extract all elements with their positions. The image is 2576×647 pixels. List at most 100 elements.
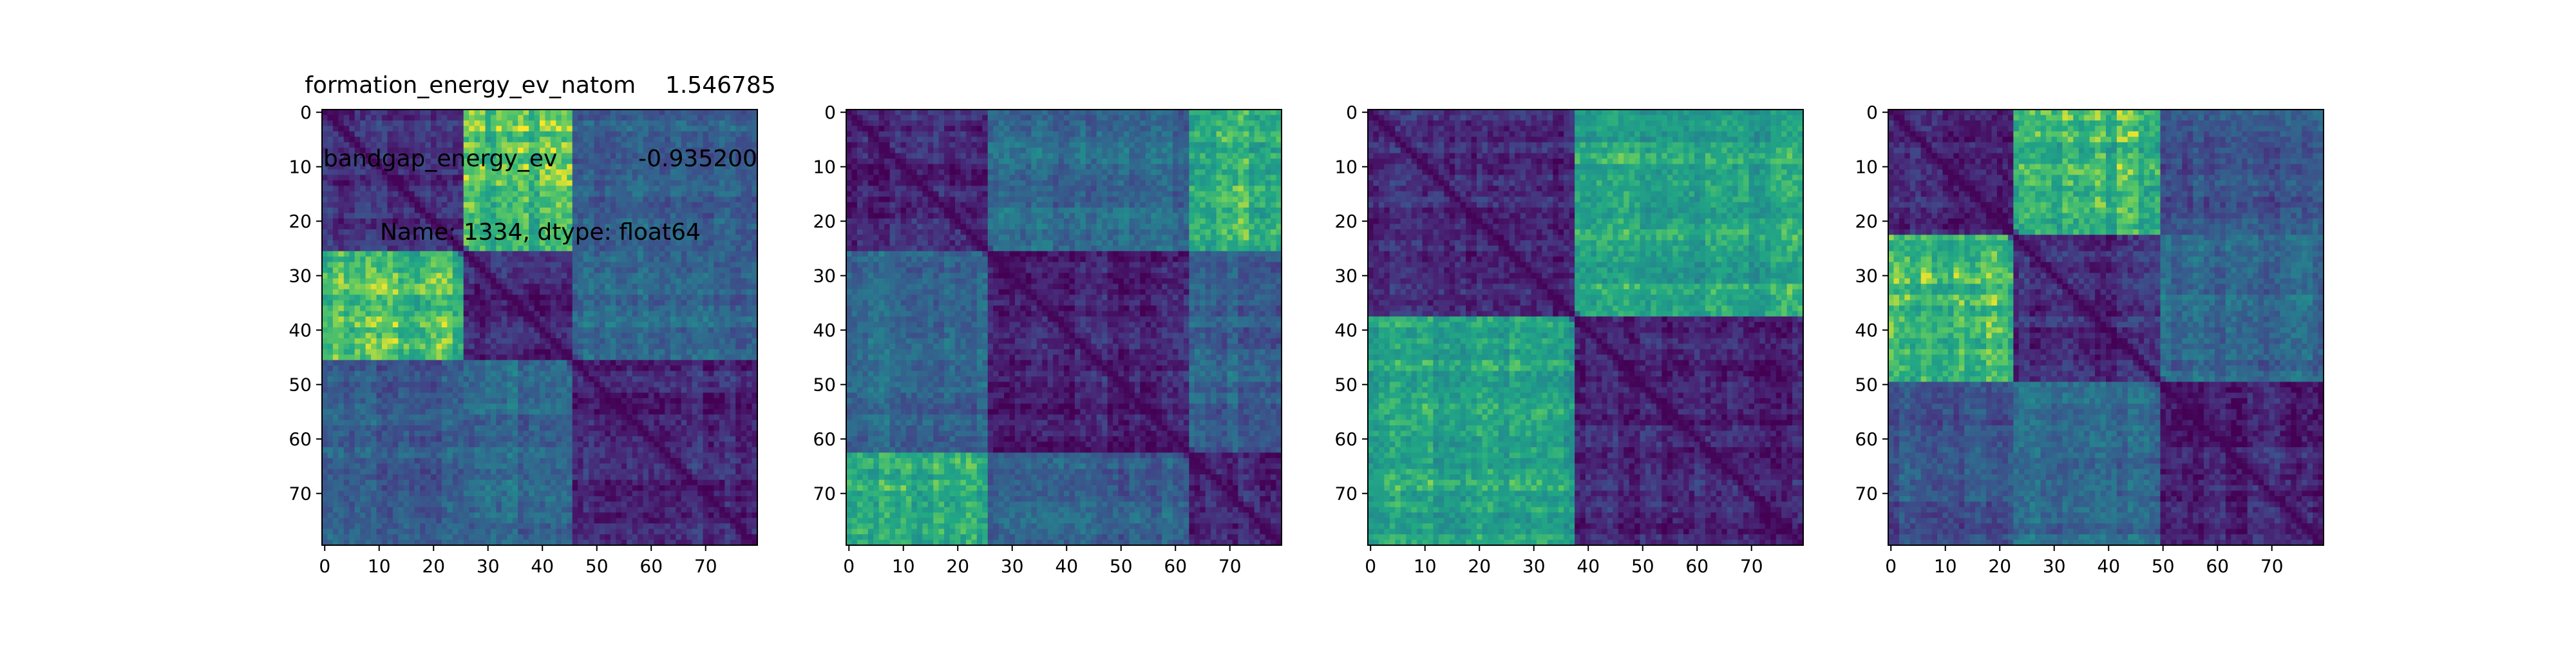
heatmap-cell bbox=[491, 300, 497, 306]
heatmap-cell bbox=[535, 376, 540, 382]
heatmap-cell bbox=[431, 392, 437, 398]
heatmap-cell bbox=[447, 343, 453, 349]
heatmap-cell bbox=[529, 431, 535, 437]
heatmap-cell bbox=[415, 295, 421, 300]
heatmap-cell bbox=[338, 425, 344, 431]
heatmap-cell bbox=[556, 300, 562, 306]
heatmap-cell bbox=[360, 322, 366, 328]
heatmap-cell bbox=[322, 398, 328, 404]
heatmap-cell bbox=[344, 322, 350, 328]
heatmap-cell bbox=[708, 338, 714, 344]
heatmap-cell bbox=[676, 409, 681, 415]
heatmap-cell bbox=[447, 311, 453, 317]
heatmap-cell bbox=[594, 387, 600, 393]
heatmap-cell bbox=[535, 392, 540, 398]
heatmap-cell bbox=[670, 365, 676, 371]
heatmap-cell bbox=[524, 322, 529, 328]
heatmap-cell bbox=[730, 295, 736, 300]
heatmap-cell bbox=[464, 425, 469, 431]
heatmap-cell bbox=[605, 382, 611, 388]
heatmap-cell bbox=[431, 327, 437, 333]
heatmap-cell bbox=[724, 327, 730, 333]
heatmap-cell bbox=[371, 420, 377, 426]
heatmap-cell bbox=[447, 365, 453, 371]
heatmap-cell bbox=[697, 316, 703, 322]
heatmap-cell bbox=[398, 425, 404, 431]
heatmap-cell bbox=[545, 343, 551, 349]
heatmap-cell bbox=[611, 425, 616, 431]
heatmap-cell bbox=[735, 343, 741, 349]
heatmap-cell bbox=[556, 333, 562, 338]
heatmap-cell bbox=[643, 316, 649, 322]
heatmap-cell bbox=[692, 360, 698, 366]
heatmap-cell bbox=[621, 295, 627, 300]
heatmap-cell bbox=[616, 360, 621, 366]
heatmap-cell bbox=[518, 327, 524, 333]
heatmap-cell bbox=[687, 365, 692, 371]
heatmap-cell bbox=[697, 431, 703, 437]
heatmap-cell bbox=[735, 349, 741, 355]
heatmap-cell bbox=[458, 343, 464, 349]
heatmap-cell bbox=[431, 333, 437, 338]
heatmap-cell bbox=[436, 295, 442, 300]
heatmap-cell bbox=[654, 316, 659, 322]
heatmap-cell bbox=[540, 414, 545, 420]
heatmap-cell bbox=[670, 371, 676, 377]
heatmap-cell bbox=[426, 316, 431, 322]
heatmap-cell bbox=[535, 371, 540, 377]
heatmap-cell bbox=[562, 403, 567, 409]
heatmap-cell bbox=[545, 333, 551, 338]
heatmap-cell bbox=[724, 371, 730, 377]
heatmap-cell bbox=[464, 295, 469, 300]
heatmap-cell bbox=[578, 354, 583, 360]
heatmap-cell bbox=[502, 322, 507, 328]
heatmap-cell bbox=[355, 343, 361, 349]
heatmap-cell bbox=[491, 305, 497, 311]
heatmap-cell bbox=[724, 425, 730, 431]
heatmap-cell bbox=[415, 305, 421, 311]
heatmap-cell bbox=[649, 409, 654, 415]
heatmap-cell bbox=[583, 371, 589, 377]
heatmap-cell bbox=[371, 431, 377, 437]
heatmap-cell bbox=[502, 327, 507, 333]
heatmap-cell bbox=[589, 316, 594, 322]
heatmap-cell bbox=[426, 392, 431, 398]
heatmap-cell bbox=[567, 425, 573, 431]
heatmap-cell bbox=[687, 392, 692, 398]
heatmap-cell bbox=[567, 295, 573, 300]
heatmap-cell bbox=[697, 360, 703, 366]
heatmap-cell bbox=[349, 333, 355, 338]
heatmap-cell bbox=[643, 392, 649, 398]
heatmap-cell bbox=[540, 403, 545, 409]
heatmap-cell bbox=[377, 343, 383, 349]
heatmap-cell bbox=[431, 409, 437, 415]
heatmap-cell bbox=[659, 398, 665, 404]
heatmap-cell bbox=[659, 387, 665, 393]
heatmap-cell bbox=[496, 409, 502, 415]
heatmap-cell bbox=[697, 365, 703, 371]
heatmap-cell bbox=[480, 305, 486, 311]
heatmap-cell bbox=[654, 360, 659, 366]
heatmap-cell bbox=[458, 409, 464, 415]
heatmap-cell bbox=[447, 392, 453, 398]
heatmap-cell bbox=[431, 338, 437, 344]
heatmap-cell bbox=[387, 420, 393, 426]
heatmap-cell bbox=[486, 322, 491, 328]
heatmap-cell bbox=[518, 409, 524, 415]
heatmap-cell bbox=[681, 300, 687, 306]
heatmap-cell bbox=[638, 371, 643, 377]
heatmap-cell bbox=[692, 333, 698, 338]
heatmap-cell bbox=[600, 316, 605, 322]
heatmap-cell bbox=[735, 398, 741, 404]
heatmap-cell bbox=[496, 327, 502, 333]
heatmap-cell bbox=[355, 392, 361, 398]
heatmap-cell bbox=[502, 349, 507, 355]
heatmap-cell bbox=[600, 382, 605, 388]
heatmap-cell bbox=[676, 311, 681, 317]
heatmap-cell bbox=[659, 354, 665, 360]
heatmap-cell bbox=[697, 392, 703, 398]
heatmap-cell bbox=[447, 300, 453, 306]
heatmap-cell bbox=[458, 392, 464, 398]
heatmap-cell bbox=[535, 387, 540, 393]
heatmap-cell bbox=[447, 322, 453, 328]
